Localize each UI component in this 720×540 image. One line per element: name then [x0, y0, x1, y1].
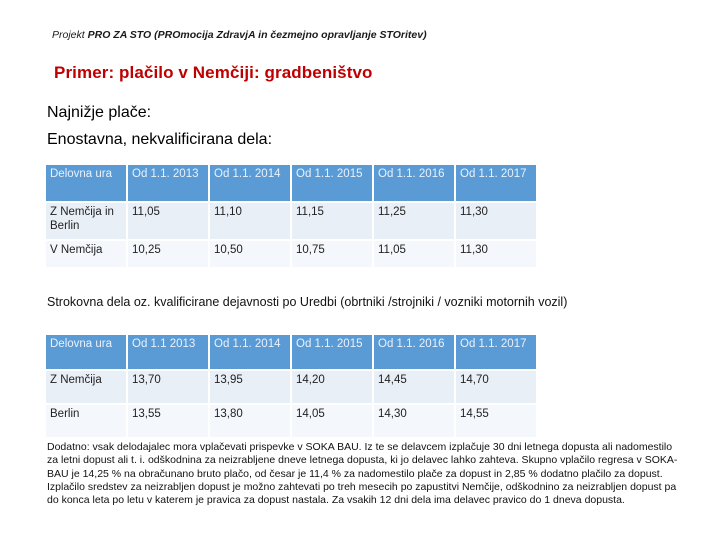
- table-cell: 14,20: [292, 371, 372, 403]
- table-header-cell: Od 1.1. 2015: [292, 165, 372, 201]
- table-header-cell: Od 1.1 2013: [128, 335, 208, 369]
- heading-unskilled-work: Enostavna, nekvalificirana dela:: [47, 131, 273, 148]
- table-cell: 11,30: [456, 241, 536, 267]
- table-header-cell: Delovna ura: [46, 335, 126, 369]
- heading-minimum-wages: Najnižje plače:: [47, 104, 152, 121]
- table-cell: 11,25: [374, 203, 454, 239]
- skilled-wage-table: Delovna ura Od 1.1 2013 Od 1.1. 2014 Od …: [44, 333, 538, 439]
- table-cell: 11,30: [456, 203, 536, 239]
- soka-bau-note: Dodatno: vsak delodajalec mora vplačevat…: [47, 441, 678, 507]
- table-header-cell: Od 1.1. 2014: [210, 165, 290, 201]
- table-cell: 11,10: [210, 203, 290, 239]
- table-header-row: Delovna ura Od 1.1 2013 Od 1.1. 2014 Od …: [46, 335, 536, 369]
- table-cell: V Nemčija: [46, 241, 126, 267]
- table-header-cell: Od 1.1. 2015: [292, 335, 372, 369]
- table-cell: 14,70: [456, 371, 536, 403]
- table-header-cell: Delovna ura: [46, 165, 126, 201]
- project-header: Projekt PRO ZA STO (PROmocija ZdravjA in…: [52, 29, 427, 41]
- table-cell: 10,25: [128, 241, 208, 267]
- table-cell: Z Nemčija in Berlin: [46, 203, 126, 239]
- table-header-cell: Od 1.1. 2016: [374, 165, 454, 201]
- table-cell: 11,05: [374, 241, 454, 267]
- table-cell: 10,50: [210, 241, 290, 267]
- table-header-cell: Od 1.1. 2017: [456, 165, 536, 201]
- table-cell: Z Nemčija: [46, 371, 126, 403]
- table-cell: 11,15: [292, 203, 372, 239]
- table-cell: 14,05: [292, 405, 372, 437]
- project-prefix: Projekt: [52, 29, 85, 41]
- table-cell: 13,80: [210, 405, 290, 437]
- table-cell: 14,30: [374, 405, 454, 437]
- table-header-cell: Od 1.1. 2014: [210, 335, 290, 369]
- table-cell: 14,55: [456, 405, 536, 437]
- table-header-row: Delovna ura Od 1.1. 2013 Od 1.1. 2014 Od…: [46, 165, 536, 201]
- table-row: Berlin 13,55 13,80 14,05 14,30 14,55: [46, 405, 536, 437]
- table-header-cell: Od 1.1. 2013: [128, 165, 208, 201]
- table-cell: 13,70: [128, 371, 208, 403]
- table-cell: Berlin: [46, 405, 126, 437]
- project-name: PRO ZA STO (PROmocija ZdravjA in čezmejn…: [87, 29, 427, 41]
- skilled-work-heading: Strokovna dela oz. kvalificirane dejavno…: [47, 295, 568, 309]
- table-header-cell: Od 1.1. 2017: [456, 335, 536, 369]
- table-cell: 14,45: [374, 371, 454, 403]
- table-row: Z Nemčija in Berlin 11,05 11,10 11,15 11…: [46, 203, 536, 239]
- table-cell: 10,75: [292, 241, 372, 267]
- table-header-cell: Od 1.1. 2016: [374, 335, 454, 369]
- table-cell: 13,95: [210, 371, 290, 403]
- slide-title: Primer: plačilo v Nemčiji: gradbeništvo: [54, 63, 373, 82]
- unskilled-wage-table: Delovna ura Od 1.1. 2013 Od 1.1. 2014 Od…: [44, 163, 538, 269]
- table-cell: 11,05: [128, 203, 208, 239]
- table-row: V Nemčija 10,25 10,50 10,75 11,05 11,30: [46, 241, 536, 267]
- table-row: Z Nemčija 13,70 13,95 14,20 14,45 14,70: [46, 371, 536, 403]
- table-cell: 13,55: [128, 405, 208, 437]
